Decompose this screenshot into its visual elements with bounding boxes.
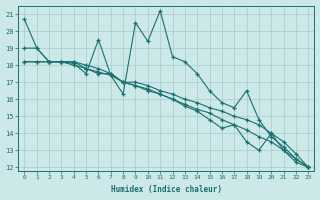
X-axis label: Humidex (Indice chaleur): Humidex (Indice chaleur) [111,185,222,194]
